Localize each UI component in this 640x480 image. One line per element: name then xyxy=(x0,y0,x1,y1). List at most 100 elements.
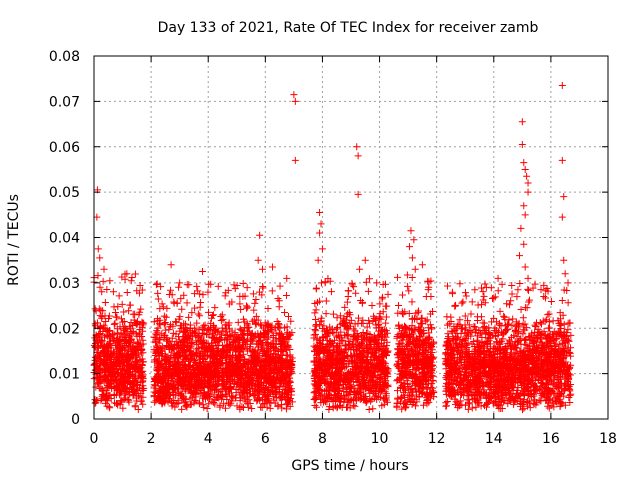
data-point xyxy=(175,283,183,291)
data-point xyxy=(365,406,373,414)
data-point xyxy=(128,327,136,335)
data-point xyxy=(126,342,134,350)
data-point xyxy=(117,397,125,405)
data-point xyxy=(111,309,119,317)
chart-title: Day 133 of 2021, Rate Of TEC Index for r… xyxy=(158,20,539,36)
data-point xyxy=(126,301,134,309)
data-point xyxy=(100,362,108,370)
data-point xyxy=(159,303,167,311)
data-point xyxy=(150,318,158,326)
data-point xyxy=(118,388,126,396)
data-point xyxy=(395,301,403,309)
data-point xyxy=(427,293,435,301)
data-point xyxy=(322,297,330,305)
data-point xyxy=(217,316,225,324)
data-point xyxy=(95,336,103,344)
data-point xyxy=(311,309,319,317)
data-point xyxy=(137,305,145,313)
data-point xyxy=(251,299,259,307)
data-point xyxy=(117,369,125,377)
data-point xyxy=(401,404,409,412)
data-point xyxy=(100,368,108,376)
data-point xyxy=(137,397,145,405)
data-point xyxy=(98,288,106,296)
data-point xyxy=(348,279,356,287)
data-point xyxy=(312,306,320,314)
data-point xyxy=(98,392,106,400)
data-point xyxy=(119,352,127,360)
data-point xyxy=(218,311,226,319)
data-point xyxy=(136,281,144,289)
data-point xyxy=(120,359,128,367)
data-point xyxy=(350,283,358,291)
data-point xyxy=(312,320,320,328)
data-point xyxy=(99,277,107,285)
data-point xyxy=(115,292,123,300)
data-point xyxy=(544,311,552,319)
data-point xyxy=(93,352,101,360)
data-point xyxy=(376,310,384,318)
data-point xyxy=(517,305,525,313)
data-point xyxy=(94,272,102,280)
data-point xyxy=(369,405,377,413)
data-point xyxy=(102,317,110,325)
data-point xyxy=(405,309,413,317)
data-point xyxy=(154,289,162,297)
data-point xyxy=(93,396,101,404)
data-point xyxy=(268,287,276,295)
data-point xyxy=(152,281,160,289)
data-point xyxy=(123,288,131,296)
data-point xyxy=(105,349,113,357)
data-point xyxy=(109,330,117,338)
data-point xyxy=(259,282,267,290)
data-point xyxy=(103,326,111,334)
data-point xyxy=(97,306,105,314)
data-point xyxy=(333,314,341,322)
data-point xyxy=(134,405,142,413)
data-point xyxy=(173,299,181,307)
data-point xyxy=(121,366,129,374)
data-point xyxy=(110,303,118,311)
data-point xyxy=(182,402,190,410)
data-point xyxy=(103,393,111,401)
data-point xyxy=(127,277,135,285)
data-point xyxy=(183,281,191,289)
data-point xyxy=(139,358,147,366)
data-point xyxy=(100,391,108,399)
data-point xyxy=(459,298,467,306)
data-point xyxy=(311,402,319,410)
data-point xyxy=(243,284,251,292)
data-point xyxy=(196,312,204,320)
data-point xyxy=(345,287,353,295)
data-point xyxy=(114,401,122,409)
data-point xyxy=(102,375,110,383)
data-point xyxy=(129,380,137,388)
data-point xyxy=(287,317,295,325)
data-point xyxy=(382,319,390,327)
data-point xyxy=(116,335,124,343)
data-point xyxy=(404,282,412,290)
data-point xyxy=(163,304,171,312)
data-point xyxy=(139,386,147,394)
data-point xyxy=(405,287,413,295)
data-point xyxy=(126,322,134,330)
data-point xyxy=(136,367,144,375)
data-point xyxy=(121,325,129,333)
data-point xyxy=(111,373,119,381)
data-point xyxy=(103,357,111,365)
data-point xyxy=(105,340,113,348)
data-point xyxy=(216,403,224,411)
data-point xyxy=(119,404,127,412)
data-point xyxy=(108,369,116,377)
data-point xyxy=(170,298,178,306)
data-point xyxy=(133,352,141,360)
data-point xyxy=(91,366,99,374)
data-point xyxy=(131,402,139,410)
data-point xyxy=(124,338,132,346)
data-point xyxy=(92,339,100,347)
data-point xyxy=(131,310,139,318)
data-points xyxy=(90,81,575,414)
data-point xyxy=(204,288,212,296)
data-point xyxy=(113,325,121,333)
